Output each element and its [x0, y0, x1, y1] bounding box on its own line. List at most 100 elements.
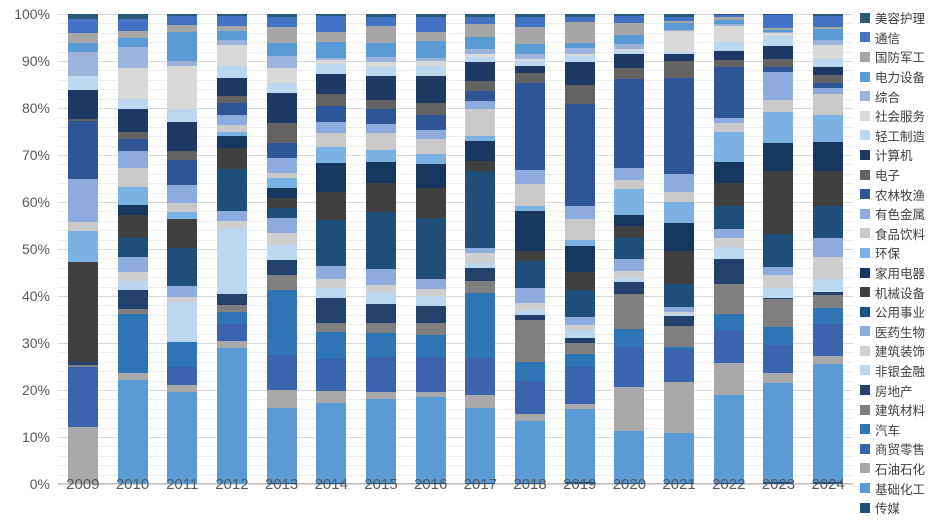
bar-segment: [713, 17, 744, 20]
minor-gridline: [58, 408, 853, 410]
bar-segment: [167, 297, 198, 302]
bar-segment: [713, 161, 744, 183]
bar-segment: [316, 41, 347, 58]
bar-segment: [415, 139, 446, 155]
bar-segment: [167, 61, 198, 66]
bar-segment: [614, 23, 645, 36]
bar-segment: [614, 16, 645, 24]
bar-segment: [167, 32, 198, 62]
bar-segment: [365, 161, 396, 183]
bar-segment: [564, 48, 595, 54]
bar-segment: [316, 146, 347, 163]
bar-segment: [614, 49, 645, 52]
bar-segment: [515, 206, 546, 212]
bar-segment: [564, 366, 595, 404]
bar-segment: [614, 387, 645, 432]
bar-segment: [117, 99, 148, 109]
bar-segment: [813, 356, 844, 365]
legend-item: 建筑装饰: [860, 341, 950, 361]
bar-segment: [266, 93, 297, 124]
bar-segment: [316, 297, 347, 323]
bar-segment: [515, 184, 546, 207]
bar-segment: [614, 431, 645, 483]
bar-2019: [564, 14, 595, 484]
bar-segment: [713, 118, 744, 123]
bar-segment: [67, 90, 98, 120]
legend-item: 医药生物: [860, 322, 950, 342]
bar-segment: [713, 284, 744, 315]
bar-segment: [564, 324, 595, 330]
legend-item: 公用事业: [860, 302, 950, 322]
bar-segment: [713, 314, 744, 331]
x-axis-tick-label: 2023: [761, 476, 796, 493]
bar-segment: [365, 26, 396, 43]
bar-segment: [465, 395, 496, 408]
bar-segment: [763, 71, 794, 100]
minor-gridline: [58, 145, 853, 147]
y-axis-tick-label: 40%: [21, 288, 50, 304]
bar-segment: [515, 420, 546, 483]
bar-segment: [67, 221, 98, 232]
bar-segment: [67, 362, 98, 365]
minor-gridline: [58, 126, 853, 128]
bar-segment: [664, 192, 695, 202]
bar-segment: [465, 482, 496, 484]
bar-segment: [465, 14, 496, 17]
bar-segment: [763, 275, 794, 288]
legend-label: 医药生物: [875, 325, 926, 340]
minor-gridline: [58, 51, 853, 53]
bar-segment: [614, 237, 645, 259]
bar-segment: [415, 306, 446, 324]
bar-2017: [465, 14, 496, 484]
bar-segment: [117, 313, 148, 374]
bar-segment: [614, 14, 645, 17]
bar-segment: [614, 53, 645, 68]
bar-2018: [515, 14, 546, 484]
bar-segment: [664, 316, 695, 326]
bar-segment: [167, 203, 198, 212]
bar-segment: [465, 56, 496, 62]
bar-segment: [664, 283, 695, 308]
bar-segment: [167, 122, 198, 152]
bar-segment: [515, 16, 546, 27]
bar-segment: [813, 74, 844, 83]
bar-segment: [216, 148, 247, 170]
bar-segment: [266, 232, 297, 246]
legend-swatch-icon: [860, 424, 870, 435]
bar-segment: [614, 282, 645, 294]
bar-segment: [266, 290, 297, 356]
bar-segment: [515, 309, 546, 315]
bar-segment: [664, 54, 695, 62]
bar-segment: [167, 391, 198, 484]
bar-segment: [365, 14, 396, 17]
bar-segment: [515, 58, 546, 62]
bar-segment: [564, 343, 595, 354]
plot-area: 0% 10% 20% 30% 40% 50% 60% 70% 80% 90% 100%: [14, 6, 853, 492]
bar-segment: [316, 322, 347, 332]
bar-segment: [564, 43, 595, 49]
legend-item: 环保: [860, 243, 950, 263]
bar-segment: [614, 328, 645, 348]
bar-segment: [614, 347, 645, 388]
bar-segment: [316, 279, 347, 289]
bar-segment: [167, 342, 198, 368]
minor-gridline: [58, 183, 853, 185]
bar-segment: [664, 325, 695, 347]
bar-segment: [813, 294, 844, 309]
bar-2011: [167, 14, 198, 484]
bar-segment: [713, 41, 744, 52]
bar-segment: [365, 211, 396, 269]
bar-2023: [763, 14, 794, 484]
bar-segment: [266, 16, 297, 27]
bar-segment: [564, 219, 595, 241]
bar-segment: [564, 206, 595, 220]
bar-segment: [316, 265, 347, 280]
legend-swatch-icon: [860, 51, 870, 62]
bar-segment: [763, 14, 794, 16]
bar-segment: [515, 169, 546, 185]
minor-gridline: [58, 474, 853, 476]
minor-gridline: [58, 173, 853, 175]
bar-segment: [266, 187, 297, 198]
legend-label: 商贸零售: [875, 443, 926, 458]
legend-swatch-icon: [860, 189, 870, 200]
